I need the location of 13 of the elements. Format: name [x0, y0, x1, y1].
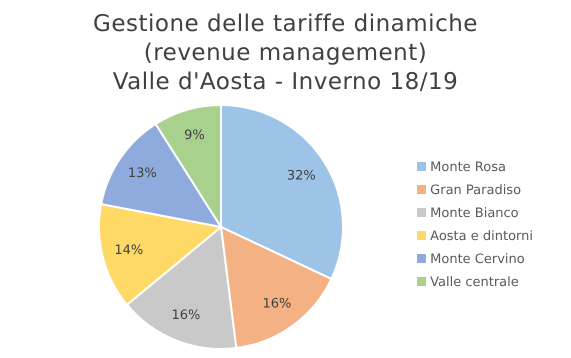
- legend-label: Monte Bianco: [430, 206, 519, 221]
- legend-label: Monte Rosa: [430, 160, 506, 175]
- legend-label: Monte Cervino: [430, 252, 525, 267]
- data-label: 32%: [286, 168, 316, 184]
- data-label: 14%: [114, 243, 144, 258]
- legend-label: Valle centrale: [430, 275, 519, 290]
- chart-title: Gestione delle tariffe dinamiche (revenue management) Valle d'Aosta - Inverno 18/19: [92, 10, 479, 97]
- data-label: 9%: [184, 128, 205, 144]
- legend-label: Aosta e dintorni: [430, 229, 533, 244]
- data-label: 16%: [262, 296, 292, 312]
- legend-label: Gran Paradiso: [430, 183, 522, 198]
- data-label: 16%: [172, 308, 200, 323]
- data-label: 13%: [128, 166, 157, 182]
